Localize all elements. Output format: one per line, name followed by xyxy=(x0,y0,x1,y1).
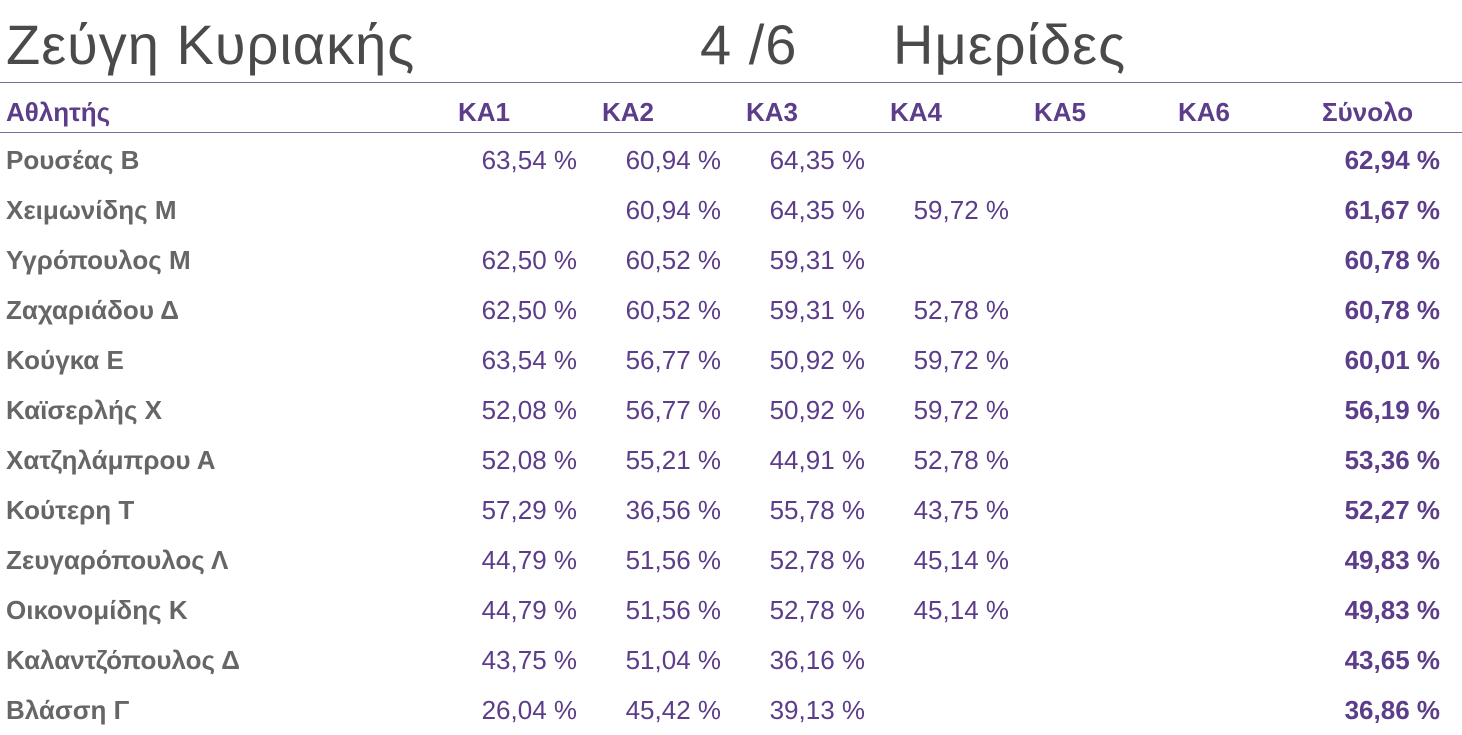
score-total: 61,67 % xyxy=(1344,195,1440,225)
score-ka1: 26,04 % xyxy=(481,695,577,725)
score-ka4: 52,78 % xyxy=(913,295,1009,325)
score-ka2: 60,52 % xyxy=(625,295,721,325)
score-ka1: 44,79 % xyxy=(481,545,577,575)
table-row: Χειμωνίδης Μ 60,94 % 64,35 % 59,72 % 61,… xyxy=(0,185,1462,235)
score-ka2: 51,56 % xyxy=(625,545,721,575)
score-ka4: 45,14 % xyxy=(913,545,1009,575)
score-ka2: 56,77 % xyxy=(625,395,721,425)
table-row: Χατζηλάμπρου Α 52,08 % 55,21 % 44,91 % 5… xyxy=(0,435,1462,485)
athlete-name: Οικονομίδης Κ xyxy=(6,595,188,625)
athlete-name: Βλάσση Γ xyxy=(6,695,130,725)
score-ka1: 52,08 % xyxy=(481,445,577,475)
table-row: Κούγκα Ε 63,54 % 56,77 % 50,92 % 59,72 %… xyxy=(0,335,1462,385)
athlete-name: Ρουσέας Β xyxy=(6,145,140,175)
table-header: Αθλητής ΚΑ1 ΚΑ2 ΚΑ3 ΚΑ4 ΚΑ5 ΚΑ6 Σύνολο xyxy=(0,92,1462,132)
score-ka3: 39,13 % xyxy=(769,695,865,725)
table-row: Ρουσέας Β 63,54 % 60,94 % 64,35 % 62,94 … xyxy=(0,135,1462,185)
score-ka2: 51,56 % xyxy=(625,595,721,625)
score-ka2: 51,04 % xyxy=(625,645,721,675)
title-divider xyxy=(0,82,1462,83)
header-ka4: ΚΑ4 xyxy=(890,97,943,127)
score-ka1: 52,08 % xyxy=(481,395,577,425)
athlete-name: Χατζηλάμπρου Α xyxy=(6,445,216,475)
score-ka2: 36,56 % xyxy=(625,495,721,525)
score-ka3: 64,35 % xyxy=(769,195,865,225)
score-total: 53,36 % xyxy=(1344,445,1440,475)
score-total: 60,78 % xyxy=(1344,295,1440,325)
score-ka2: 55,21 % xyxy=(625,445,721,475)
score-ka3: 50,92 % xyxy=(769,395,865,425)
score-ka2: 60,94 % xyxy=(625,195,721,225)
score-total: 60,01 % xyxy=(1344,345,1440,375)
score-ka3: 52,78 % xyxy=(769,595,865,625)
page-subtitle: Ημερίδες xyxy=(893,13,1127,76)
score-ka1: 63,54 % xyxy=(481,145,577,175)
score-ka3: 59,31 % xyxy=(769,295,865,325)
score-total: 60,78 % xyxy=(1344,245,1440,275)
header-ka3: ΚΑ3 xyxy=(746,97,799,127)
score-ka3: 59,31 % xyxy=(769,245,865,275)
score-ka4: 52,78 % xyxy=(913,445,1009,475)
header-total: Σύνολο xyxy=(1322,97,1414,127)
score-ka1: 43,75 % xyxy=(481,645,577,675)
header-ka5: ΚΑ5 xyxy=(1034,97,1087,127)
score-total: 49,83 % xyxy=(1344,545,1440,575)
score-total: 56,19 % xyxy=(1344,395,1440,425)
score-ka4: 59,72 % xyxy=(913,345,1009,375)
score-ka2: 60,94 % xyxy=(625,145,721,175)
score-ka2: 56,77 % xyxy=(625,345,721,375)
header-ka2: ΚΑ2 xyxy=(602,97,655,127)
header-athlete: Αθλητής xyxy=(6,97,111,127)
score-ka3: 36,16 % xyxy=(769,645,865,675)
score-ka1: 63,54 % xyxy=(481,345,577,375)
score-ka2: 60,52 % xyxy=(625,245,721,275)
score-ka3: 52,78 % xyxy=(769,545,865,575)
table-row: Καϊσερλής Χ 52,08 % 56,77 % 50,92 % 59,7… xyxy=(0,385,1462,435)
score-ka1: 44,79 % xyxy=(481,595,577,625)
table-row: Ζαχαριάδου Δ 62,50 % 60,52 % 59,31 % 52,… xyxy=(0,285,1462,335)
score-ka4: 59,72 % xyxy=(913,195,1009,225)
score-total: 43,65 % xyxy=(1344,645,1440,675)
header-ka1: ΚΑ1 xyxy=(458,97,511,127)
header-divider xyxy=(0,132,1462,133)
score-ka1: 57,29 % xyxy=(481,495,577,525)
score-total: 62,94 % xyxy=(1344,145,1440,175)
table-row: Κούτερη Τ 57,29 % 36,56 % 55,78 % 43,75 … xyxy=(0,485,1462,535)
table-row: Οικονομίδης Κ 44,79 % 51,56 % 52,78 % 45… xyxy=(0,585,1462,635)
score-ka3: 44,91 % xyxy=(769,445,865,475)
athlete-name: Καϊσερλής Χ xyxy=(6,395,163,425)
table-row: Ζευγαρόπουλος Λ 44,79 % 51,56 % 52,78 % … xyxy=(0,535,1462,585)
header-ka6: ΚΑ6 xyxy=(1178,97,1231,127)
score-ka2: 45,42 % xyxy=(625,695,721,725)
score-ka4: 43,75 % xyxy=(913,495,1009,525)
athlete-name: Ζαχαριάδου Δ xyxy=(6,295,179,325)
table-row: Βλάσση Γ 26,04 % 45,42 % 39,13 % 36,86 % xyxy=(0,685,1462,735)
athlete-name: Κούγκα Ε xyxy=(6,345,124,375)
score-ka1: 62,50 % xyxy=(481,295,577,325)
athlete-name: Χειμωνίδης Μ xyxy=(6,195,177,225)
score-ka3: 50,92 % xyxy=(769,345,865,375)
page-title-bar: Ζεύγη Κυριακής 4 /6 Ημερίδες xyxy=(0,0,1462,82)
athlete-name: Ζευγαρόπουλος Λ xyxy=(6,545,229,575)
score-total: 49,83 % xyxy=(1344,595,1440,625)
score-ka1: 62,50 % xyxy=(481,245,577,275)
round-counter: 4 /6 xyxy=(700,13,798,76)
score-total: 36,86 % xyxy=(1344,695,1440,725)
table-row: Υγρόπουλος Μ 62,50 % 60,52 % 59,31 % 60,… xyxy=(0,235,1462,285)
athlete-name: Κούτερη Τ xyxy=(6,495,135,525)
score-total: 52,27 % xyxy=(1344,495,1440,525)
score-ka4: 59,72 % xyxy=(913,395,1009,425)
results-table-body: Ρουσέας Β 63,54 % 60,94 % 64,35 % 62,94 … xyxy=(0,135,1462,735)
score-ka3: 64,35 % xyxy=(769,145,865,175)
athlete-name: Καλαντζόπουλος Δ xyxy=(6,645,240,675)
score-ka4: 45,14 % xyxy=(913,595,1009,625)
score-ka3: 55,78 % xyxy=(769,495,865,525)
table-row: Καλαντζόπουλος Δ 43,75 % 51,04 % 36,16 %… xyxy=(0,635,1462,685)
athlete-name: Υγρόπουλος Μ xyxy=(6,245,191,275)
page-title: Ζεύγη Κυριακής xyxy=(6,13,416,76)
